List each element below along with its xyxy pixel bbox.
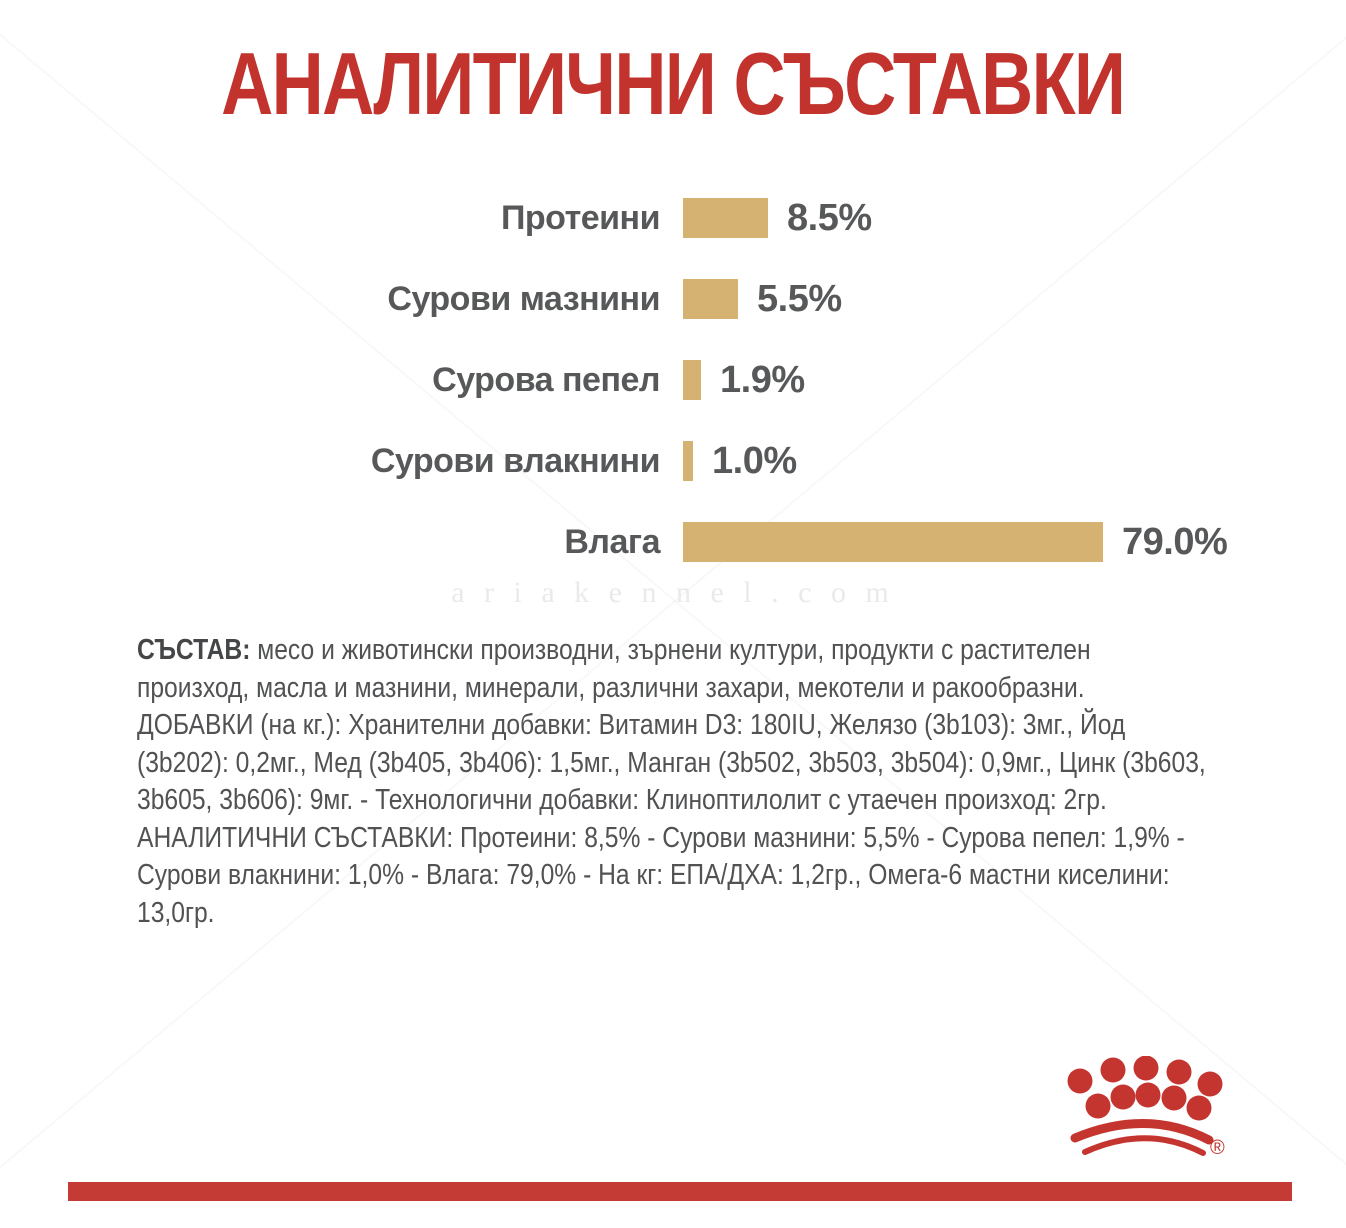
bar-label: Протеини [500,198,661,237]
chart-row-protein: Протеини 8.5% [0,196,1346,239]
chart-row-crude-fibre: Сурови влакнини 1.0% [0,439,1346,482]
chart-row-moisture: Влага 79.0% [0,520,1346,563]
bar-protein [683,198,768,238]
bar-label: Сурови влакнини [370,441,661,480]
bar-label: Сурова пепел [432,360,660,399]
registered-trademark-icon: ® [1210,1137,1225,1159]
chart-row-crude-ash: Сурова пепел 1.9% [0,358,1346,401]
composition-line: 3b605, 3b606): 9мг. - Технологични добав… [137,784,1107,816]
chart-row-crude-fat: Сурови мазнини 5.5% [0,277,1346,320]
bar-label: Сурови мазнини [387,279,660,318]
bar-value: 1.9% [720,358,805,401]
site-watermark-text: a r i a k e n n e l . c o m [451,576,895,609]
bar-value: 8.5% [787,196,872,239]
bar-moisture [683,522,1103,562]
crown-swoosh [1070,1119,1214,1156]
bar-value: 5.5% [757,277,842,320]
page-title: АНАЛИТИЧНИ СЪСТАВКИ [221,34,1126,133]
bar-crude-ash [683,360,701,400]
bar-crude-fibre [683,441,693,481]
composition-line: АНАЛИТИЧНИ СЪСТАВКИ: Протеини: 8,5% - Су… [137,821,1185,854]
composition-line: ДОБАВКИ (на кг.): Хранителни добавки: Ви… [137,709,1126,741]
bar-label: Влага [564,522,660,561]
composition-line: 13,0гр. [137,896,215,929]
header: АНАЛИТИЧНИ СЪСТАВКИ [0,40,1346,128]
composition-line: Сурови влакнини: 1,0% - Влага: 79,0% - Н… [137,859,1170,891]
crown-dots [1067,1056,1223,1121]
royal-canin-crown-logo-icon: ® [1067,1056,1225,1159]
bar-value: 79.0% [1122,520,1228,563]
bottom-red-accent-bar [68,1182,1292,1201]
composition-line: (3b202): 0,2мг., Мед (3b405, 3b406): 1,5… [137,746,1206,779]
composition-line: СЪСТАВ: месо и животински производни, зъ… [137,632,1157,670]
composition-line: произход, масла и мазнини, минерали, раз… [137,671,1085,704]
analytical-constituents-bar-chart: Протеини 8.5% Сурови мазнини 5.5% Сурова… [0,196,1346,603]
bar-value: 1.0% [712,439,797,482]
bar-crude-fat [683,279,738,319]
composition-lead-label: СЪСТАВ: [137,634,251,666]
composition-text-block: СЪСТАВ: месо и животински производни, зъ… [137,632,1206,932]
composition-line-text: месо и животински производни, зърнени ку… [250,634,1091,666]
